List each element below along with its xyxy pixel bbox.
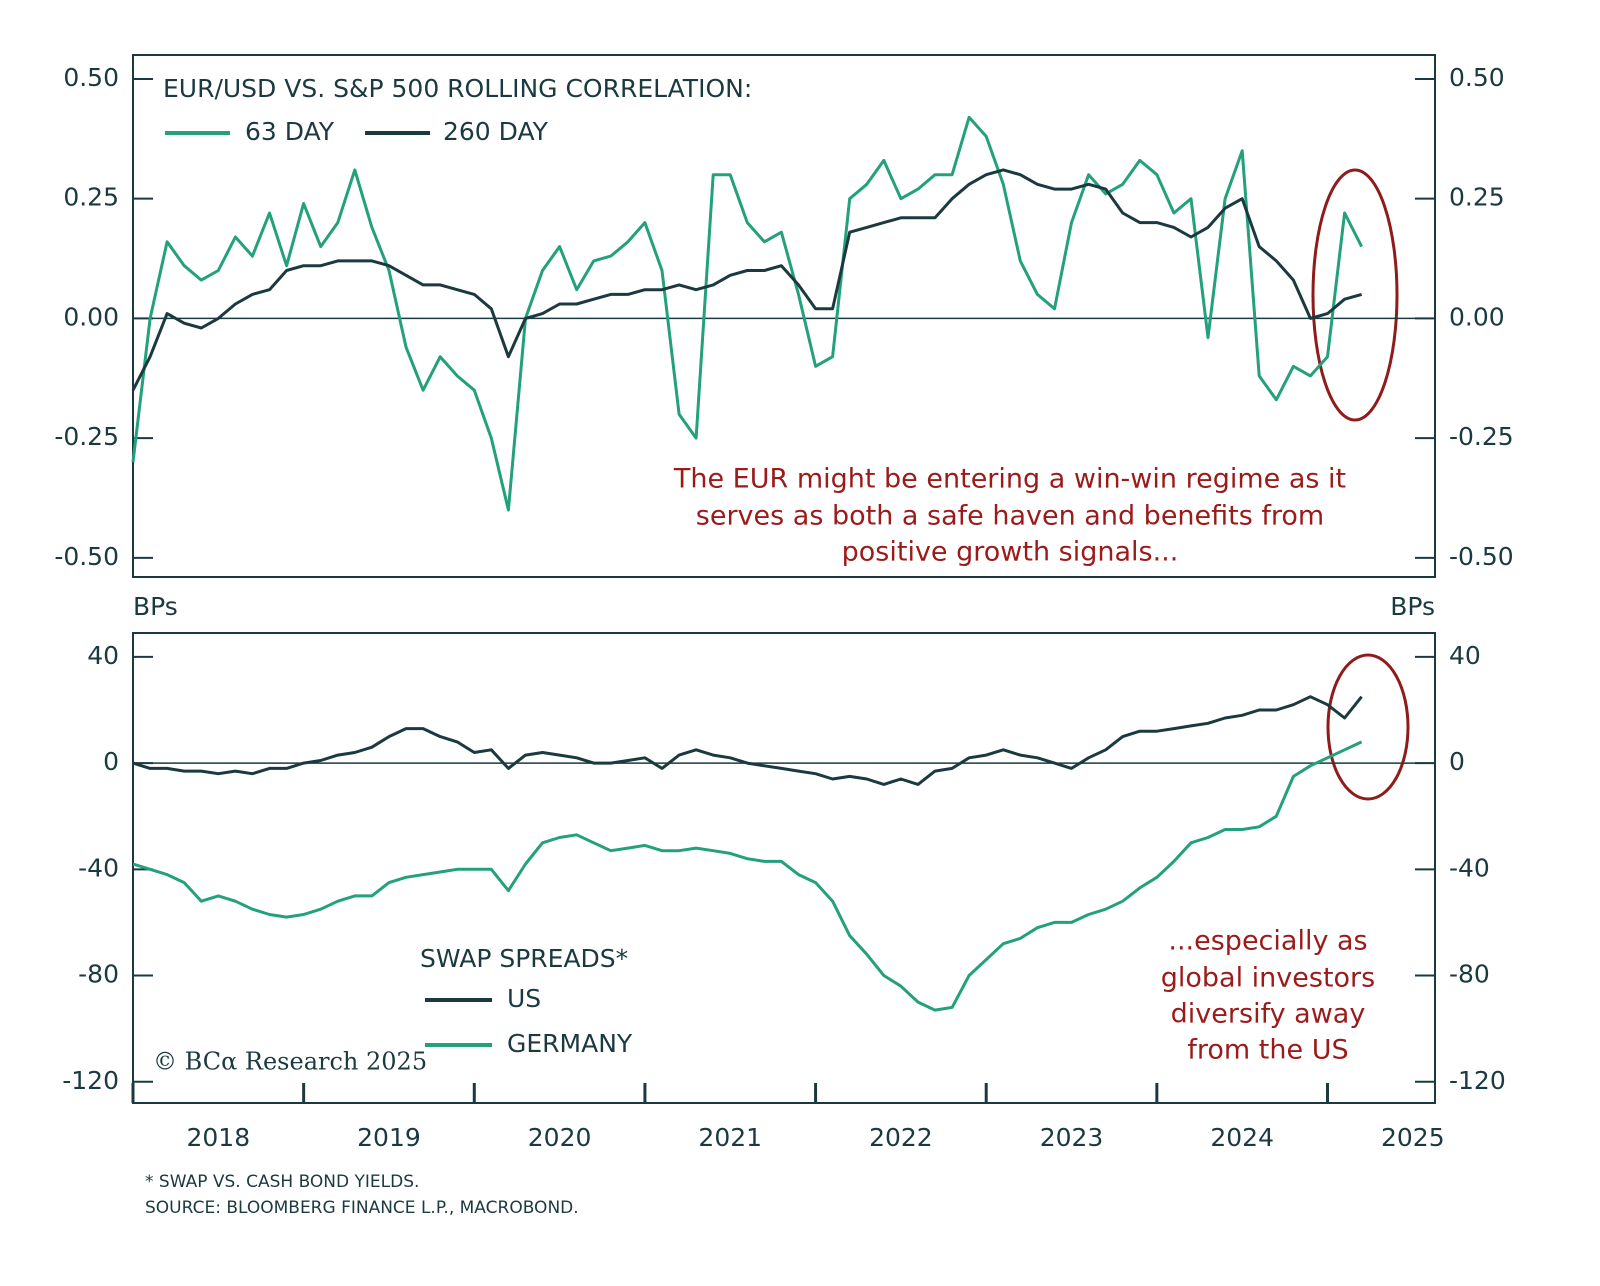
y-axis-label: BPs [133, 592, 178, 621]
annotation: from the US [1187, 1035, 1348, 1066]
y-tick-label: -0.50 [54, 542, 119, 571]
source-note: SOURCE: BLOOMBERG FINANCE L.P., MACROBON… [145, 1198, 579, 1218]
series-line [132, 740, 1363, 1012]
y2-tick-label: 0.50 [1449, 63, 1505, 92]
annotation: The EUR might be entering a win-win regi… [673, 464, 1346, 495]
legend-title: SWAP SPREADS* [420, 944, 628, 973]
y-tick-label: 0.25 [63, 183, 119, 212]
footnote: * SWAP VS. CASH BOND YIELDS. [145, 1172, 419, 1192]
y-tick-label: -120 [62, 1066, 119, 1095]
annotation: serves as both a safe haven and benefits… [696, 501, 1324, 532]
y-tick-label: -80 [78, 960, 119, 989]
legend-label: 63 DAY [245, 117, 335, 146]
y2-tick-label: 0 [1449, 747, 1465, 776]
y2-tick-label: -40 [1449, 853, 1490, 882]
y-tick-label: 0.00 [63, 302, 119, 331]
x-tick-label: 2025 [1381, 1123, 1445, 1152]
y-tick-label: -0.25 [54, 422, 119, 451]
series-line [131, 115, 1363, 512]
x-tick-label: 2021 [698, 1123, 762, 1152]
annotation: positive growth signals... [842, 537, 1179, 568]
legend-label: 260 DAY [443, 117, 549, 146]
y-tick-label: 0 [103, 747, 119, 776]
x-tick-label: 2020 [528, 1123, 592, 1152]
annotation: ...especially as [1168, 926, 1367, 957]
y-tick-label: 0.50 [63, 63, 119, 92]
y2-tick-label: 40 [1449, 641, 1481, 670]
chart-title: EUR/USD VS. S&P 500 ROLLING CORRELATION: [163, 74, 752, 103]
x-tick-label: 2018 [187, 1123, 251, 1152]
legend-label: GERMANY [507, 1029, 633, 1058]
y2-tick-label: -120 [1449, 1066, 1506, 1095]
y2-tick-label: -0.25 [1449, 422, 1514, 451]
legend-label: US [507, 984, 541, 1013]
y2-tick-label: 0.25 [1449, 183, 1505, 212]
panel-frame [132, 632, 1436, 1104]
y2-tick-label: 0.00 [1449, 302, 1505, 331]
series-line [132, 695, 1363, 786]
y2-tick-label: -0.50 [1449, 542, 1514, 571]
x-tick-label: 2022 [869, 1123, 933, 1152]
x-tick-label: 2023 [1040, 1123, 1104, 1152]
y-tick-label: -40 [78, 853, 119, 882]
series-line [131, 168, 1363, 391]
highlight-ellipse [1326, 653, 1410, 801]
annotation: diversify away [1171, 999, 1366, 1030]
y-tick-label: 40 [87, 641, 119, 670]
x-tick-label: 2024 [1210, 1123, 1274, 1152]
highlight-ellipse [1311, 168, 1399, 422]
panel-frame [132, 54, 1436, 578]
y2-tick-label: -80 [1449, 960, 1490, 989]
y2-axis-label: BPs [1390, 592, 1435, 621]
watermark: © BCα Research 2025 [153, 1048, 427, 1076]
annotation: global investors [1161, 963, 1375, 994]
x-tick-label: 2019 [357, 1123, 421, 1152]
